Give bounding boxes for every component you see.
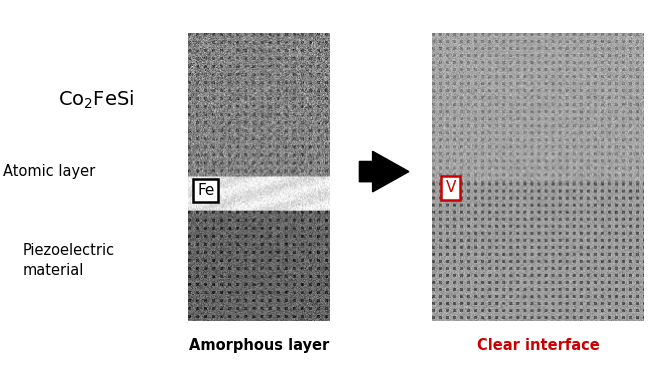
- Text: Atomic layer: Atomic layer: [3, 164, 96, 179]
- Text: Amorphous layer: Amorphous layer: [189, 338, 329, 352]
- Polygon shape: [359, 151, 409, 192]
- Text: Fe: Fe: [197, 183, 215, 198]
- Text: Piezoelectric
material: Piezoelectric material: [23, 243, 116, 277]
- Text: Clear interface: Clear interface: [477, 338, 599, 352]
- Text: V: V: [446, 180, 456, 195]
- Text: Co$_2$FeSi: Co$_2$FeSi: [57, 89, 134, 111]
